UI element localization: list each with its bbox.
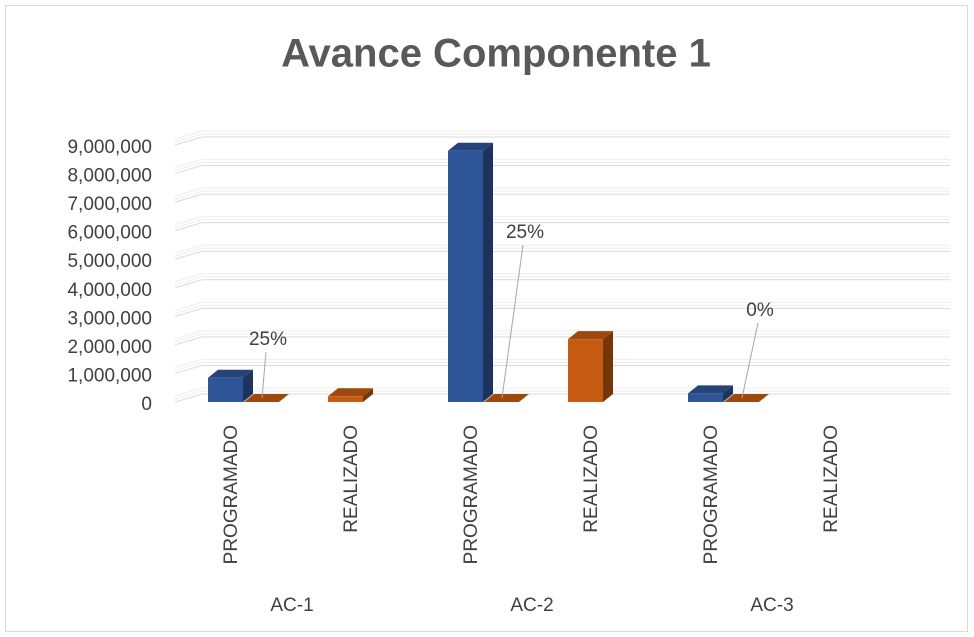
leader-line <box>501 244 524 399</box>
bar <box>724 394 769 402</box>
x-tick-label: REALIZADO <box>341 425 362 533</box>
chart-title: Avance Componente 1 <box>281 32 711 76</box>
grid-line <box>174 330 950 340</box>
grid-line <box>174 162 950 172</box>
bar-face <box>688 393 723 402</box>
grid-line <box>174 247 950 257</box>
y-tick-label: 7,000,000 <box>67 194 152 215</box>
bar-face <box>484 394 529 402</box>
grid-line <box>174 273 950 283</box>
bar-face <box>208 377 243 402</box>
grid-line <box>174 216 950 226</box>
bar-face <box>448 142 493 151</box>
x-tick-label: PROGRAMADO <box>701 425 722 564</box>
y-tick-label: 2,000,000 <box>67 337 152 358</box>
grid-line <box>174 136 950 146</box>
x-tick-label: REALIZADO <box>821 425 842 533</box>
grid-line <box>174 187 950 197</box>
grid-line <box>174 130 950 140</box>
bar-face <box>724 394 769 402</box>
bar <box>568 331 613 402</box>
leader-line <box>261 351 267 399</box>
grid-line <box>174 333 950 343</box>
bar <box>244 394 289 402</box>
grid-line <box>174 276 950 286</box>
grid-line <box>174 279 950 289</box>
y-tick-label: 6,000,000 <box>67 223 152 244</box>
bar-face <box>244 394 289 402</box>
bar-face <box>568 339 603 402</box>
group-label: AC-1 <box>270 595 313 616</box>
bar-face <box>688 385 733 394</box>
group-label: AC-2 <box>510 595 553 616</box>
bar-face <box>483 142 493 402</box>
grid-line <box>174 364 950 374</box>
grid-line <box>174 190 950 200</box>
y-tick-label: 3,000,000 <box>67 308 152 329</box>
grid-line <box>174 219 950 229</box>
grid-line <box>174 358 950 368</box>
y-tick-label: 9,000,000 <box>67 137 152 158</box>
x-tick-label: REALIZADO <box>581 425 602 533</box>
x-tick-label: PROGRAMADO <box>461 425 482 564</box>
bar <box>688 385 733 402</box>
grid-line <box>174 304 950 314</box>
y-tick-label: 8,000,000 <box>67 166 152 187</box>
bar-face <box>328 388 373 397</box>
grid-line <box>174 193 950 203</box>
grid-line <box>174 301 950 311</box>
x-tick-label: PROGRAMADO <box>221 425 242 564</box>
y-tick-label: 5,000,000 <box>67 251 152 272</box>
bar-face <box>568 331 613 340</box>
grid-line <box>174 307 950 317</box>
group-label: AC-3 <box>750 595 793 616</box>
bar <box>208 369 253 402</box>
bar-face <box>243 369 253 402</box>
grid-line <box>174 159 950 169</box>
grid-line <box>174 165 950 175</box>
bar <box>448 142 493 402</box>
y-tick-label: 1,000,000 <box>67 365 152 386</box>
data-label: 25% <box>249 329 287 350</box>
bar-face <box>208 369 253 378</box>
grid-line <box>174 244 950 254</box>
bar-face <box>328 396 363 402</box>
grid-line <box>174 250 950 260</box>
leader-line <box>741 322 759 399</box>
data-label: 25% <box>506 222 544 243</box>
bar <box>328 388 373 402</box>
data-label: 0% <box>746 300 774 321</box>
bar-face <box>448 150 483 402</box>
bar <box>484 394 529 402</box>
grid-line <box>174 336 950 346</box>
bar-face <box>603 331 613 402</box>
grid-line <box>174 361 950 371</box>
bar-face <box>723 385 733 402</box>
grid-line <box>174 222 950 232</box>
y-tick-label: 4,000,000 <box>67 280 152 301</box>
grid-line <box>174 133 950 143</box>
bar-face <box>363 388 373 402</box>
y-tick-label: 0 <box>141 394 152 415</box>
